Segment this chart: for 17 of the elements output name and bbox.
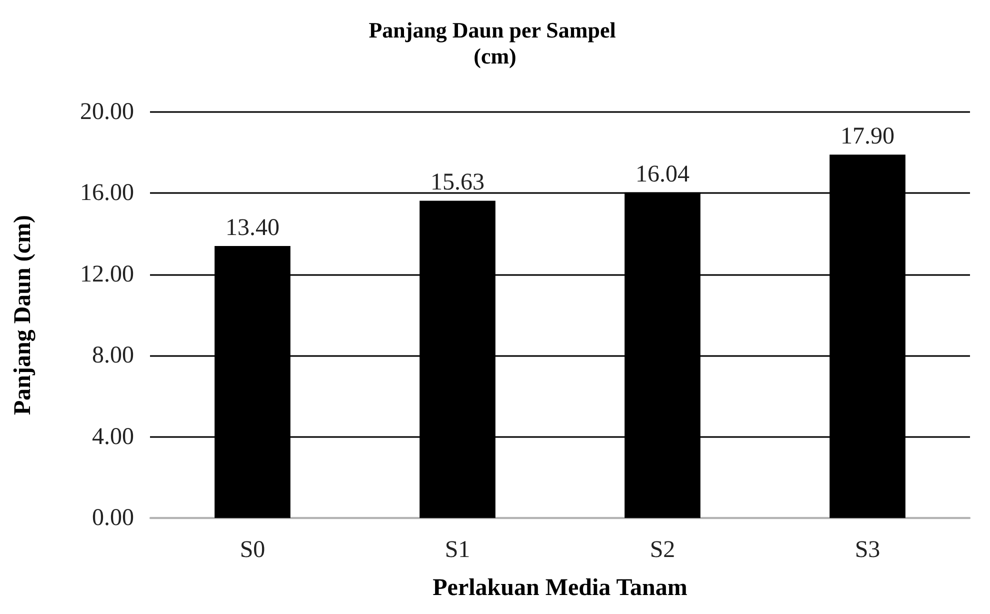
data-label: 15.63: [430, 170, 484, 196]
y-tick-label: 16.00: [80, 180, 134, 206]
data-label: 16.04: [636, 161, 690, 188]
chart-title: Panjang Daun per Sampel (cm): [368, 18, 622, 68]
y-axis-title: Panjang Daun (cm): [10, 214, 36, 416]
data-label: 13.40: [226, 214, 280, 241]
x-axis-title: Perlakuan Media Tanam: [432, 575, 688, 601]
x-tick-label: S3: [854, 537, 880, 563]
data-label: 17.90: [840, 124, 894, 150]
y-tick-label: 0.00: [92, 505, 134, 531]
y-tick-label: 12.00: [80, 261, 134, 288]
y-tick-label: 20.00: [80, 99, 134, 125]
x-tick-label: S1: [444, 537, 470, 563]
x-tick-label: S0: [240, 537, 266, 563]
y-tick-label: 8.00: [92, 342, 134, 369]
y-tick-label: 4.00: [92, 424, 134, 450]
x-tick-label: S2: [650, 537, 676, 563]
